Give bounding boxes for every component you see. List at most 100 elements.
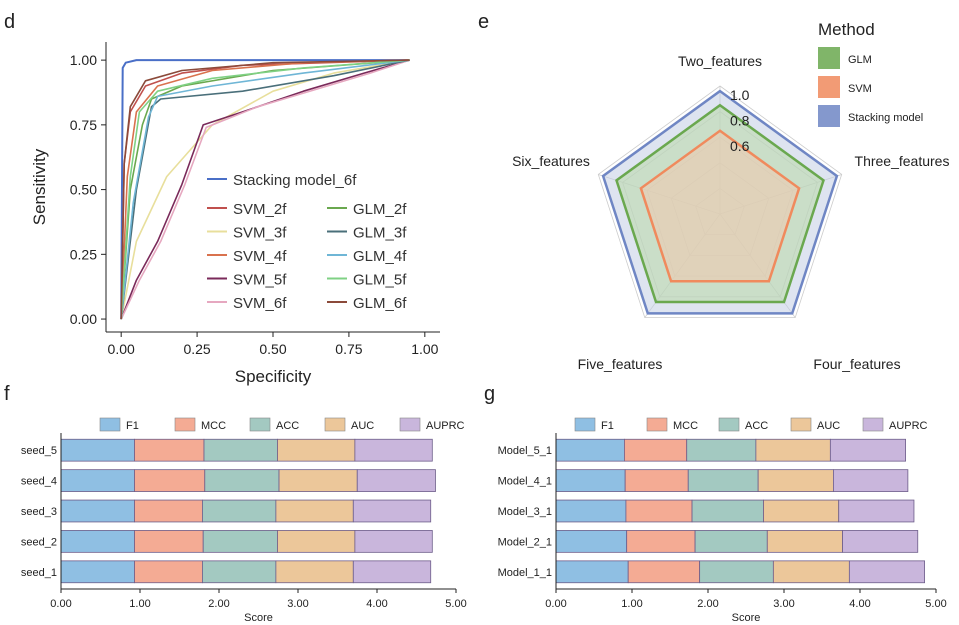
bar-x-tick-label: 0.00 bbox=[50, 598, 71, 610]
roc-legend-label: GLM_4f bbox=[353, 248, 407, 265]
bar-segment-mcc bbox=[134, 499, 203, 523]
roc-x-tick-label: 0.50 bbox=[259, 341, 286, 357]
bar-segment-f1 bbox=[555, 438, 625, 462]
bar-x-tick-label: 0.00 bbox=[545, 598, 566, 610]
radar-legend-label: SVM bbox=[848, 83, 872, 95]
bar-segment-f1 bbox=[60, 499, 135, 523]
bar-x-tick-label: 1.00 bbox=[129, 598, 150, 610]
roc-legend-label: GLM_6f bbox=[353, 295, 407, 312]
radar-legend-title: Method bbox=[818, 20, 875, 39]
bar-segment-auc bbox=[275, 560, 354, 584]
bar-segment-auc bbox=[275, 499, 354, 523]
roc-curve-svm-6f bbox=[120, 59, 410, 320]
roc-y-tick-label: 1.00 bbox=[70, 52, 97, 68]
bar-segment-mcc bbox=[626, 530, 696, 553]
radar-legend-swatch bbox=[818, 76, 840, 98]
bar-segment-auprc bbox=[354, 530, 433, 553]
bar-legend-swatch bbox=[249, 417, 271, 432]
roc-x-tick-label: 0.00 bbox=[108, 341, 135, 357]
bar-legend-swatch bbox=[174, 417, 196, 432]
bar-x-tick-label: 1.00 bbox=[621, 598, 642, 610]
roc-y-tick-label: 0.25 bbox=[70, 246, 97, 262]
bar-legend-label: AUPRC bbox=[889, 420, 928, 432]
roc-y-tick-label: 0.75 bbox=[70, 117, 97, 133]
bar-segment-mcc bbox=[134, 469, 206, 492]
bar-legend-label: AUC bbox=[817, 420, 840, 432]
bar-segment-auc bbox=[772, 560, 850, 584]
radar-series-svm bbox=[639, 129, 801, 283]
bar-segment-mcc bbox=[134, 560, 203, 584]
bar-segment-auc bbox=[755, 438, 831, 462]
radar-axis-label: Six_features bbox=[512, 153, 590, 169]
bar-x-tick-label: 3.00 bbox=[773, 598, 794, 610]
radar-axis-label: Four_features bbox=[813, 356, 900, 372]
bar-x-axis-title: Score bbox=[732, 612, 761, 624]
bar-legend-label: AUPRC bbox=[426, 420, 465, 432]
roc-legend-label: SVM_6f bbox=[233, 295, 287, 312]
bar-category-label: Model_1_1 bbox=[498, 567, 552, 579]
radar-axis-label: Two_features bbox=[678, 53, 762, 69]
roc-curve-glm-4f bbox=[120, 59, 410, 320]
radar-axis-label: Five_features bbox=[578, 356, 663, 372]
bar-legend-label: MCC bbox=[673, 420, 698, 432]
stacked-bar-chart-models: F1 MCC ACC AUC AUPRC Model_5_1 Model_4_1 Model_… bbox=[498, 417, 947, 624]
bar-segment-acc bbox=[694, 530, 768, 553]
bar-segment-mcc bbox=[134, 530, 204, 553]
roc-curve-glm-5f bbox=[120, 59, 410, 320]
bar-legend-label: ACC bbox=[276, 420, 299, 432]
bar-segment-auprc bbox=[838, 499, 915, 523]
bar-legend-swatch bbox=[718, 417, 740, 432]
radar-r-tick-label: 0.8 bbox=[730, 113, 750, 129]
bar-segment-f1 bbox=[555, 499, 627, 523]
bar-category-label: seed_2 bbox=[21, 536, 57, 548]
bar-legend-label: F1 bbox=[601, 420, 614, 432]
bar-category-label: seed_3 bbox=[21, 506, 57, 518]
bar-category-label: seed_1 bbox=[21, 567, 57, 579]
bar-legend-swatch bbox=[646, 417, 668, 432]
roc-x-tick-label: 0.75 bbox=[335, 341, 362, 357]
bar-segment-mcc bbox=[627, 560, 701, 584]
panel-label-d: d bbox=[4, 11, 15, 33]
roc-legend-label: GLM_2f bbox=[353, 201, 407, 218]
bar-segment-auc bbox=[757, 469, 834, 492]
roc-legend-label: GLM_5f bbox=[353, 272, 407, 289]
bar-segment-auc bbox=[277, 438, 356, 462]
panel-label-e: e bbox=[478, 11, 489, 33]
stacked-bar-chart-seeds: F1 MCC ACC AUC AUPRC seed_5 seed_4 seed_3 seed_2… bbox=[21, 417, 467, 624]
bar-category-label: Model_4_1 bbox=[498, 476, 552, 488]
roc-curve-glm-6f bbox=[120, 59, 410, 320]
bar-legend-label: F1 bbox=[126, 420, 139, 432]
bar-legend-label: MCC bbox=[201, 420, 226, 432]
bar-segment-f1 bbox=[60, 560, 135, 584]
bar-category-label: seed_4 bbox=[21, 476, 57, 488]
roc-y-axis-title: Sensitivity bbox=[30, 148, 49, 225]
radar-r-tick-label: 0.6 bbox=[730, 138, 750, 154]
bar-legend-swatch bbox=[324, 417, 346, 432]
bar-x-tick-label: 3.00 bbox=[287, 598, 308, 610]
roc-legend-label: Stacking model_6f bbox=[233, 172, 357, 189]
roc-y-tick-label: 0.00 bbox=[70, 311, 97, 327]
radar-r-tick-label: 1.0 bbox=[730, 87, 750, 103]
roc-x-tick-label: 0.25 bbox=[183, 341, 210, 357]
bar-x-axis-title: Score bbox=[244, 612, 273, 624]
roc-curve-stacking-model-6f bbox=[120, 59, 410, 320]
bar-legend-swatch bbox=[790, 417, 812, 432]
bar-segment-acc bbox=[202, 499, 277, 523]
bar-x-tick-label: 5.00 bbox=[925, 598, 946, 610]
roc-x-tick-label: 1.00 bbox=[411, 341, 438, 357]
radar-legend-swatch bbox=[818, 47, 840, 69]
radar-chart: 0.6 0.8 1.0 Two_features Three_features Four_… bbox=[512, 20, 949, 372]
bar-segment-f1 bbox=[555, 469, 626, 492]
bar-segment-acc bbox=[202, 530, 278, 553]
bar-segment-f1 bbox=[60, 469, 135, 492]
roc-y-tick-label: 0.50 bbox=[70, 182, 97, 198]
bar-category-label: Model_3_1 bbox=[498, 506, 552, 518]
radar-grid-ring bbox=[597, 85, 843, 319]
bar-category-label: seed_5 bbox=[21, 445, 57, 457]
bar-segment-auprc bbox=[829, 438, 906, 462]
bar-segment-f1 bbox=[60, 438, 135, 462]
bar-x-tick-label: 4.00 bbox=[849, 598, 870, 610]
panel-label-g: g bbox=[484, 383, 495, 405]
radar-axis-label: Three_features bbox=[855, 153, 950, 169]
